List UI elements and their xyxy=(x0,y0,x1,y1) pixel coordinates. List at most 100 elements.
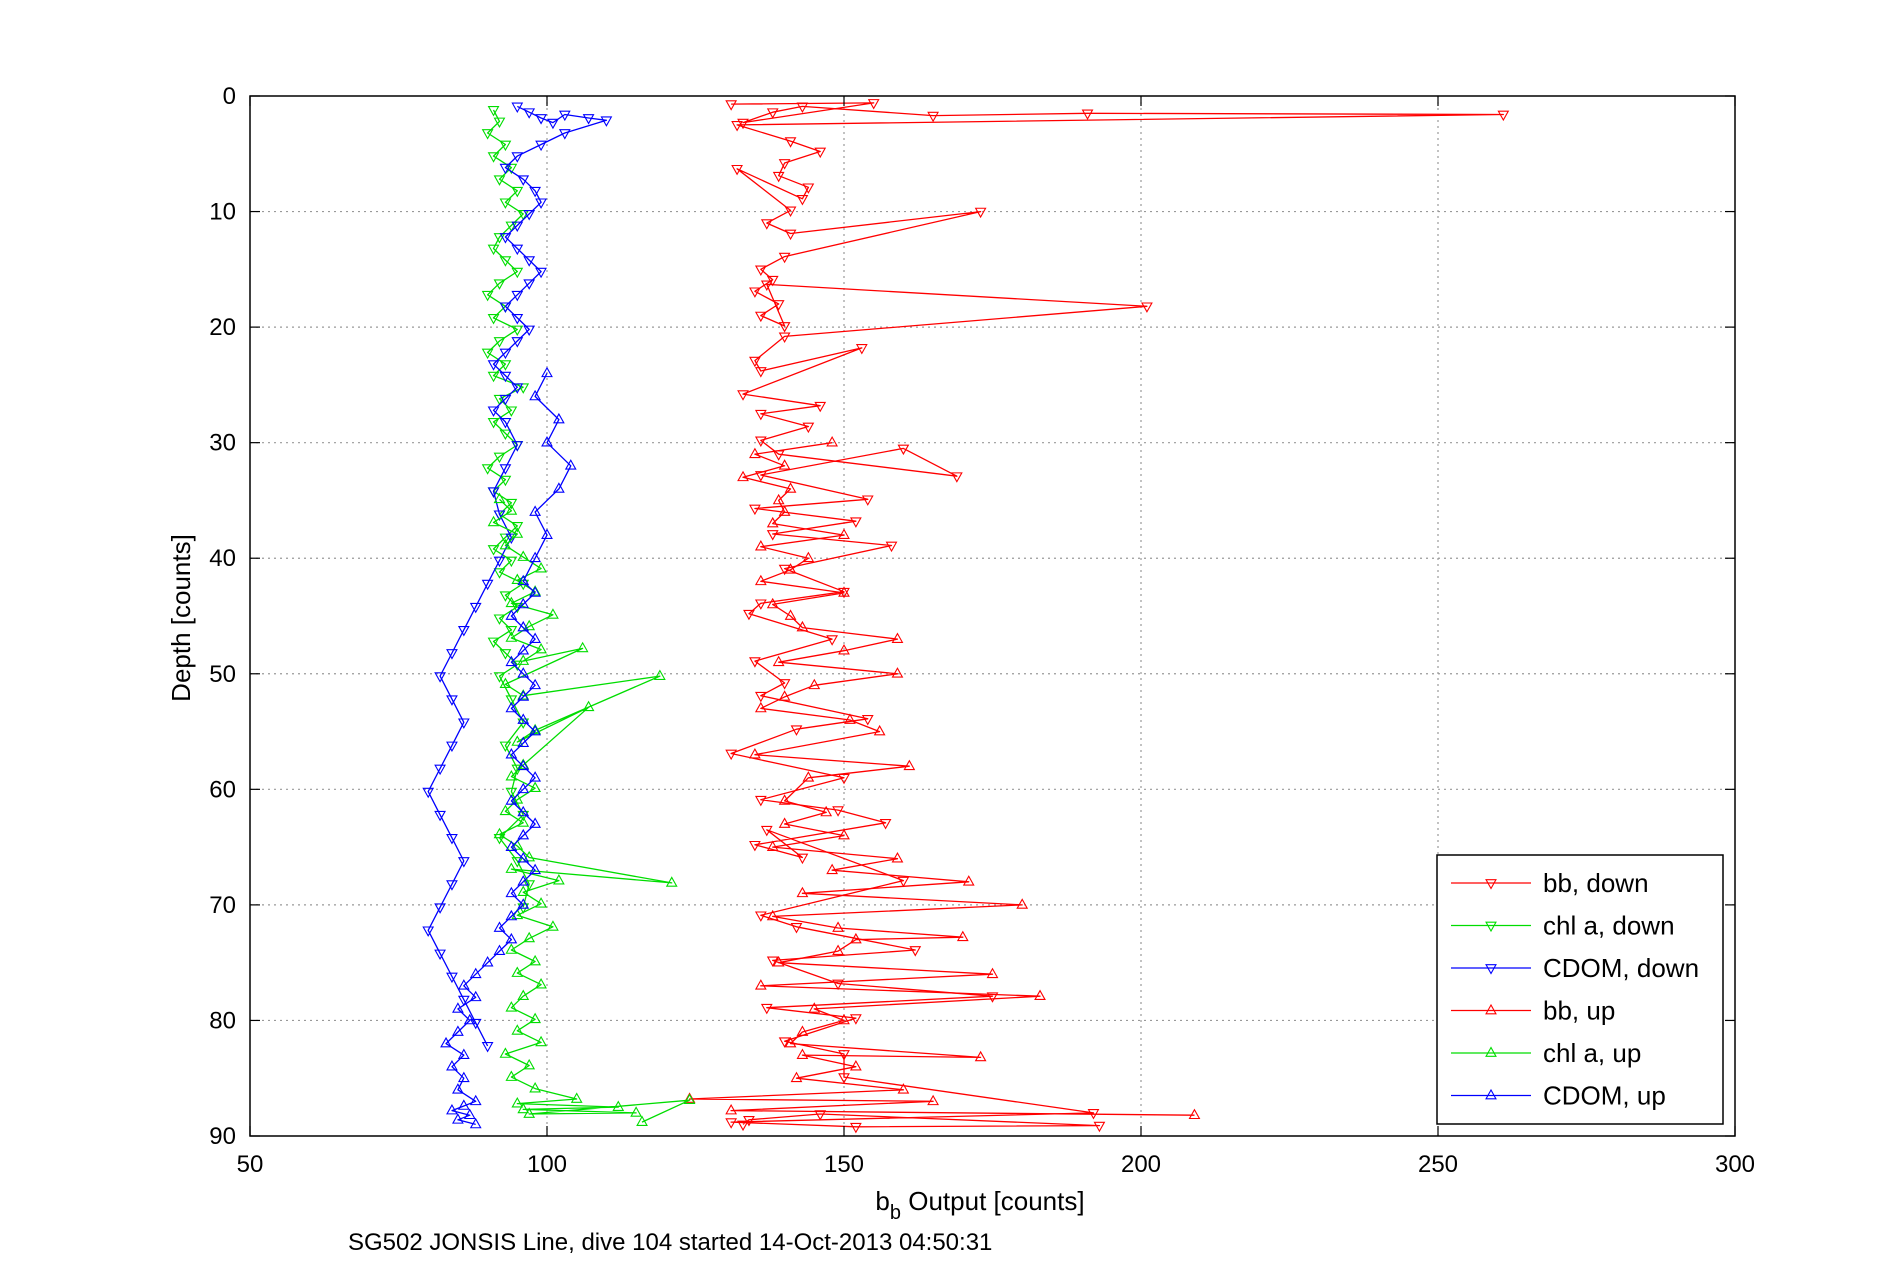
data-point xyxy=(838,1073,850,1084)
data-point xyxy=(511,441,524,452)
data-point xyxy=(855,344,868,355)
data-point xyxy=(511,735,524,746)
data-point xyxy=(754,599,767,610)
data-point xyxy=(499,677,512,689)
legend-item: bb, up xyxy=(1451,996,1615,1026)
data-point xyxy=(511,527,524,538)
data-point xyxy=(749,447,761,459)
data-point xyxy=(552,482,565,493)
data-point xyxy=(754,265,767,276)
data-point xyxy=(547,920,559,931)
data-point xyxy=(725,749,738,761)
data-point xyxy=(754,311,767,323)
data-point xyxy=(517,550,530,561)
data-point xyxy=(903,759,916,771)
data-point xyxy=(879,818,892,830)
data-point xyxy=(493,672,506,683)
data-point xyxy=(481,956,494,967)
data-point xyxy=(517,759,530,771)
legend-items: bb, down chl a, down CDOM, down bb, up chl a… xyxy=(1451,868,1699,1111)
data-point xyxy=(505,932,518,944)
data-point xyxy=(760,219,773,230)
data-point xyxy=(505,596,518,608)
data-point xyxy=(725,1118,738,1129)
data-point xyxy=(481,290,494,302)
data-point xyxy=(754,795,767,807)
plot-frame xyxy=(249,95,1736,1137)
data-point xyxy=(499,360,512,371)
data-point xyxy=(499,591,512,602)
data-point xyxy=(499,804,512,816)
data-point xyxy=(796,1048,809,1059)
data-point xyxy=(511,337,524,348)
data-point xyxy=(487,371,500,383)
x-tick-label: 100 xyxy=(527,1151,567,1178)
legend-item: bb, down xyxy=(1451,868,1649,898)
data-point xyxy=(897,444,910,456)
data-point xyxy=(517,667,530,678)
data-point xyxy=(600,116,613,127)
data-point xyxy=(576,641,589,653)
data-point xyxy=(956,930,969,942)
data-point xyxy=(517,383,530,394)
data-point xyxy=(499,538,512,550)
data-point xyxy=(517,782,530,794)
data-point xyxy=(517,210,530,221)
series-bb-up xyxy=(683,436,1201,1120)
x-tick-label: 50 xyxy=(237,1151,264,1178)
data-point xyxy=(541,528,553,539)
data-point xyxy=(790,922,803,934)
data-point xyxy=(1081,109,1094,120)
data-point xyxy=(505,909,518,921)
data-point xyxy=(754,540,767,551)
data-point xyxy=(754,701,767,713)
data-point xyxy=(731,164,743,176)
data-point xyxy=(487,314,500,325)
data-point xyxy=(499,1047,512,1058)
data-point xyxy=(529,863,542,875)
data-point xyxy=(849,517,862,528)
data-point xyxy=(838,644,850,655)
data-point xyxy=(867,99,880,110)
data-point xyxy=(452,1083,464,1094)
data-point xyxy=(487,406,500,417)
data-point xyxy=(457,626,470,637)
data-point xyxy=(517,852,530,863)
data-point xyxy=(636,1115,648,1126)
data-point xyxy=(457,718,470,729)
data-point xyxy=(802,551,815,563)
data-point xyxy=(535,114,547,125)
data-point xyxy=(529,678,542,690)
data-point xyxy=(499,464,512,475)
data-point xyxy=(523,279,536,290)
data-point xyxy=(487,418,500,429)
data-point xyxy=(511,908,524,920)
data-point xyxy=(481,579,494,591)
data-point xyxy=(505,695,518,706)
data-point xyxy=(434,810,446,822)
x-tick-label: 200 xyxy=(1121,1151,1161,1178)
data-point xyxy=(505,655,518,667)
y-tick-label: 50 xyxy=(209,661,236,688)
data-point xyxy=(493,452,506,464)
data-point xyxy=(772,171,785,183)
data-point xyxy=(778,252,791,264)
data-point xyxy=(499,302,512,313)
data-point xyxy=(766,840,779,851)
data-point xyxy=(481,348,494,360)
data-point xyxy=(505,1001,518,1012)
data-point xyxy=(523,210,536,221)
data-point xyxy=(612,1100,625,1111)
data-point xyxy=(749,840,761,852)
data-point xyxy=(772,493,785,505)
data-point xyxy=(446,972,458,984)
data-point xyxy=(505,794,518,805)
data-point xyxy=(523,108,536,119)
data-point xyxy=(535,198,547,209)
x-tick-labels: 50 100 150 200 250 300 xyxy=(237,1151,1755,1178)
data-point xyxy=(511,1097,524,1108)
data-point xyxy=(832,944,844,955)
series-cdom-up xyxy=(440,366,577,1129)
data-point xyxy=(1034,989,1046,1001)
data-point xyxy=(535,140,547,152)
